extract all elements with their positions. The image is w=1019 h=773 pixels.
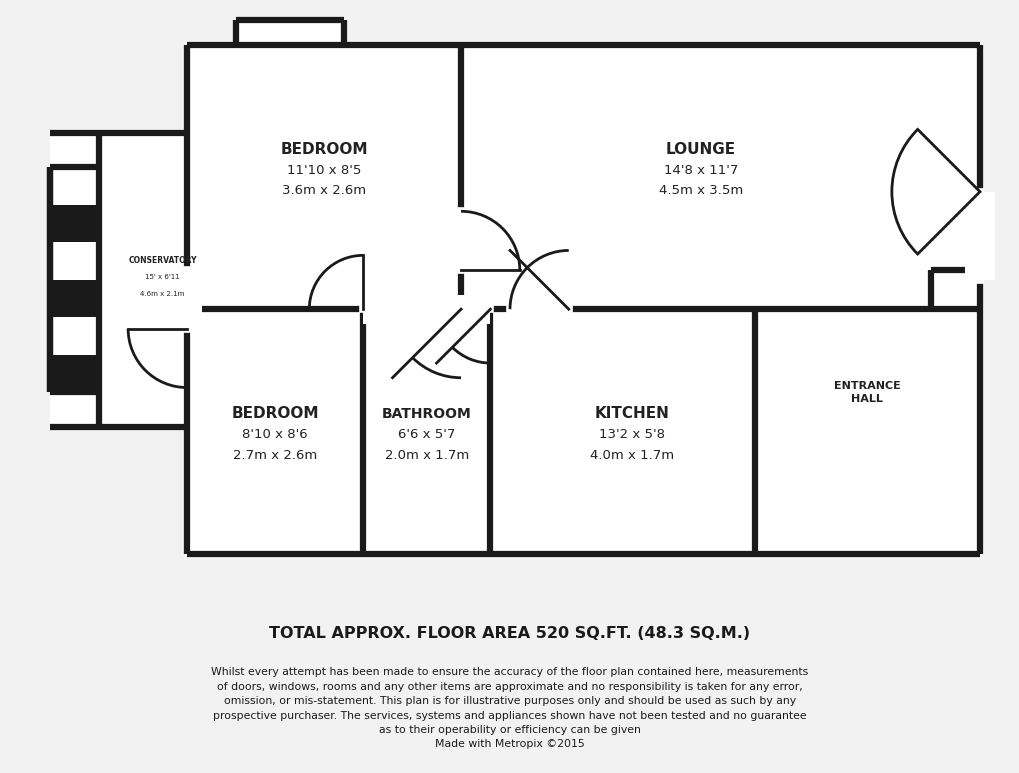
Polygon shape	[461, 45, 979, 309]
Polygon shape	[754, 309, 979, 554]
Polygon shape	[186, 309, 363, 554]
Bar	[510, 295, 569, 324]
Text: LOUNGE: LOUNGE	[665, 142, 736, 157]
Text: 4.6m x 2.1m: 4.6m x 2.1m	[140, 291, 184, 297]
Bar	[50, 318, 99, 355]
Polygon shape	[930, 270, 979, 309]
Bar	[436, 295, 490, 324]
Polygon shape	[186, 45, 461, 309]
Text: 4.5m x 3.5m: 4.5m x 3.5m	[658, 184, 742, 197]
Bar	[363, 295, 417, 324]
Polygon shape	[235, 20, 343, 45]
Bar	[50, 355, 99, 393]
Text: ENTRANCE
HALL: ENTRANCE HALL	[834, 381, 900, 404]
Text: TOTAL APPROX. FLOOR AREA 520 SQ.FT. (48.3 SQ.M.): TOTAL APPROX. FLOOR AREA 520 SQ.FT. (48.…	[269, 626, 750, 641]
Text: 8'10 x 8'6: 8'10 x 8'6	[242, 428, 308, 441]
Text: BEDROOM: BEDROOM	[280, 142, 368, 157]
Text: CONSERVATORY: CONSERVATORY	[128, 256, 197, 264]
Text: 13'2 x 5'8: 13'2 x 5'8	[599, 428, 664, 441]
Bar	[50, 167, 99, 205]
Bar	[964, 192, 994, 280]
Text: Whilst every attempt has been made to ensure the accuracy of the floor plan cont: Whilst every attempt has been made to en…	[211, 667, 808, 749]
Text: 6'6 x 5'7: 6'6 x 5'7	[397, 428, 455, 441]
Text: 3.6m x 2.6m: 3.6m x 2.6m	[281, 184, 366, 197]
Text: BEDROOM: BEDROOM	[231, 407, 319, 421]
Text: 11'10 x 8'5: 11'10 x 8'5	[286, 164, 361, 177]
Text: 14'8 x 11'7: 14'8 x 11'7	[663, 164, 738, 177]
Text: 2.0m x 1.7m: 2.0m x 1.7m	[384, 448, 469, 461]
Bar	[446, 211, 475, 270]
Bar	[172, 270, 202, 329]
Bar	[50, 205, 99, 242]
Wedge shape	[891, 129, 979, 254]
Polygon shape	[50, 133, 186, 427]
Text: BATHROOM: BATHROOM	[381, 407, 471, 421]
Text: KITCHEN: KITCHEN	[594, 407, 669, 421]
Polygon shape	[490, 309, 754, 554]
Bar	[50, 242, 99, 280]
Text: 15' x 6'11: 15' x 6'11	[145, 274, 179, 280]
Polygon shape	[363, 309, 490, 554]
Bar	[50, 280, 99, 318]
Text: 2.7m x 2.6m: 2.7m x 2.6m	[232, 448, 317, 461]
Text: 4.0m x 1.7m: 4.0m x 1.7m	[590, 448, 674, 461]
Bar	[392, 295, 461, 324]
